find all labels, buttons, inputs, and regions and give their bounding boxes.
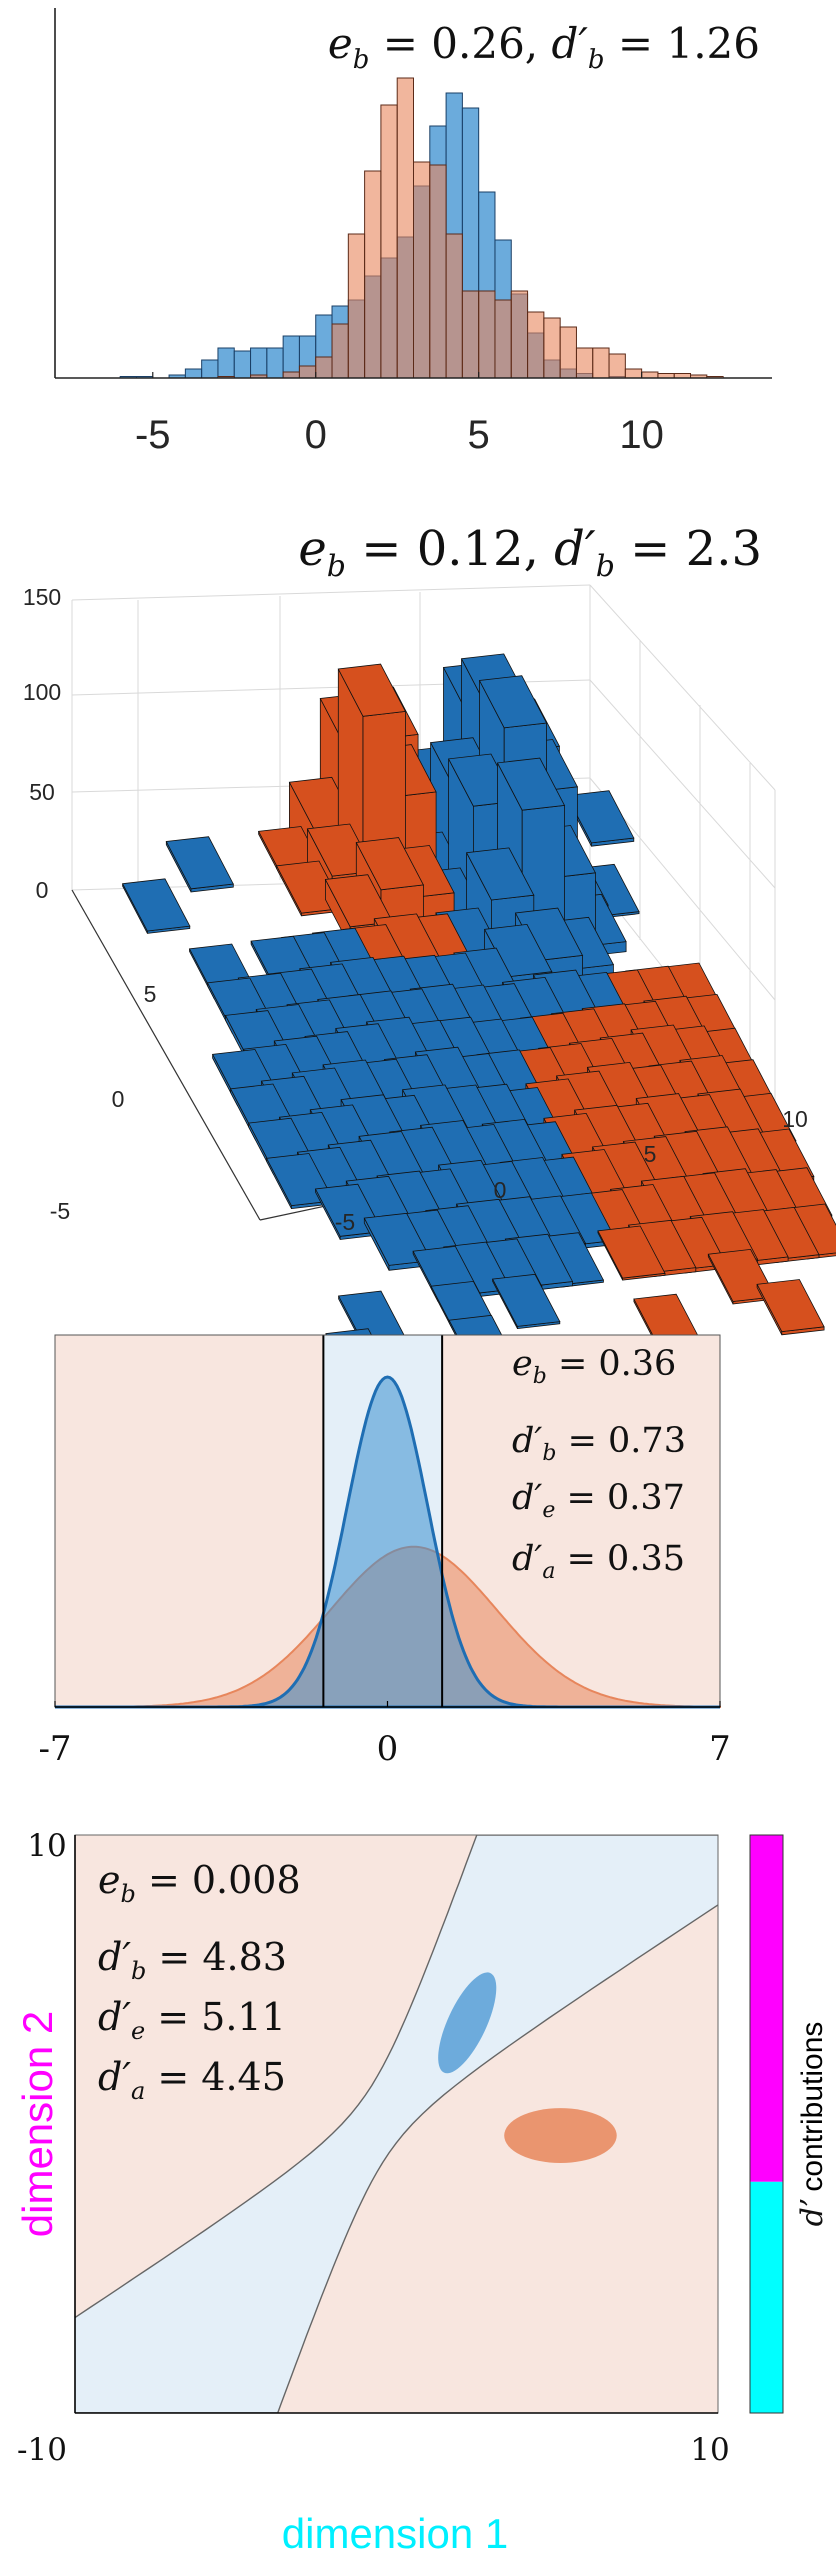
histogram-bar	[461, 290, 480, 379]
histogram-bar	[233, 350, 252, 379]
x-tick-label: 0	[377, 1729, 399, 1769]
annotation-de-2d: d′e = 5.11	[98, 1995, 286, 2045]
annotation-db: d′b = 0.73	[512, 1421, 686, 1466]
histogram-title: eb = 0.26, d′b = 1.26	[328, 19, 760, 75]
histogram-x-ticks: -5 0 5 10	[135, 372, 664, 457]
bar-top	[597, 1225, 666, 1279]
histogram-bar	[592, 347, 610, 379]
x-tick-label: -5	[335, 1209, 355, 1235]
x-tick-label: 5	[644, 1141, 657, 1167]
annotation-de: d′e = 0.37	[512, 1478, 685, 1523]
histogram-bar	[429, 164, 447, 379]
histogram-3d-bar	[597, 1225, 666, 1281]
annotation-da-2d: d′a = 4.45	[98, 2055, 286, 2105]
x-tick-label: -7	[38, 1729, 71, 1769]
bar-top	[165, 836, 234, 890]
histogram-bar	[559, 326, 577, 379]
histogram-bars	[119, 77, 724, 379]
histogram-bar	[543, 317, 561, 379]
histogram-bar	[266, 347, 284, 379]
histogram-bar	[331, 323, 349, 379]
histogram-bar	[201, 359, 219, 379]
histogram-bar	[347, 233, 366, 379]
histogram-3d-bar	[756, 1279, 825, 1336]
z-tick-label: 0	[36, 877, 49, 903]
bar-top	[337, 663, 407, 717]
colorbar-magenta	[750, 1835, 783, 2182]
histogram-bar	[608, 353, 626, 379]
annotation-da: d′a = 0.35	[512, 1539, 685, 1584]
histogram-bar	[282, 371, 300, 379]
histogram-bar	[298, 365, 317, 379]
bar-top	[465, 847, 535, 901]
histogram-bar	[527, 311, 545, 379]
regions-2d-panel: 10 -10 10 dimension 1 dimension 2 eb = 0…	[14, 1828, 830, 2557]
annotation-eb: eb = 0.36	[512, 1344, 676, 1389]
annotation-db-2d: d′b = 4.83	[98, 1935, 287, 1985]
x-tick-label: 0	[305, 413, 327, 457]
ytick-bottom: -10	[17, 2432, 67, 2468]
histogram-bar	[641, 371, 659, 379]
y-tick-label: 5	[144, 981, 157, 1007]
histogram-bar	[624, 368, 643, 379]
gaussian-1d-ticks: -7 0 7	[38, 1701, 731, 1769]
y-axis-label: dimension 2	[14, 2011, 61, 2237]
histogram-bar	[494, 299, 512, 379]
histogram-bar	[396, 77, 415, 379]
annotation-eb-2d: eb = 0.008	[98, 1858, 301, 1908]
bar-top	[483, 923, 553, 978]
histogram-3d-bar	[121, 878, 191, 934]
bar-top	[756, 1279, 825, 1333]
x-axis-label: dimension 1	[282, 2510, 508, 2557]
colorbar-label: d’contributions	[795, 2022, 830, 2227]
histogram-bar	[445, 233, 463, 379]
histogram-3d-bar	[491, 1273, 561, 1330]
gaussian-1d-annotations: eb = 0.36 d′b = 0.73 d′e = 0.37 d′a = 0.…	[512, 1344, 686, 1584]
histogram-bar	[380, 104, 398, 379]
x-tick-label: 0	[494, 1177, 507, 1203]
bar-top	[121, 878, 191, 932]
colorbar-frame	[749, 1834, 784, 2414]
region-blue	[75, 1835, 718, 2413]
histogram-bar	[510, 290, 529, 379]
histogram-3d-bars	[121, 653, 836, 1385]
colorbar-cyan	[750, 2181, 783, 2413]
histogram-bar	[184, 368, 203, 379]
gaussian-1d-panel: -7 0 7 eb = 0.36 d′b = 0.73 d′e = 0.37 d′a…	[38, 1334, 731, 1769]
y-tick-label: 0	[112, 1086, 125, 1112]
histogram-bar	[250, 347, 268, 379]
xtick-right: 10	[690, 2432, 729, 2468]
histogram-bar	[575, 347, 594, 379]
x-tick-label: 10	[619, 413, 664, 457]
ytick-top: 10	[27, 1828, 66, 1864]
y-tick-label: -5	[50, 1198, 70, 1224]
bar-top	[355, 837, 425, 891]
regions-2d-ticks: 10 -10 10	[17, 1828, 730, 2468]
histogram-3d-title: eb = 0.12, d′b = 2.3	[298, 521, 762, 584]
z-tick-label: 100	[23, 679, 61, 705]
bar-top	[496, 757, 566, 811]
histogram-bar	[478, 290, 496, 379]
regions-2d-annotations: eb = 0.008 d′b = 4.83 d′e = 5.11 d′a = 4…	[98, 1858, 301, 2105]
histogram-bar	[315, 356, 333, 379]
bar-top	[478, 675, 548, 729]
histogram-3d-bar	[165, 836, 234, 893]
histogram-bar	[413, 161, 431, 379]
x-tick-label: -5	[135, 413, 171, 457]
histogram-bar	[364, 170, 382, 379]
histogram-panel: -5 0 5 10 eb = 0.26, d′b = 1.26	[54, 8, 772, 457]
blue-ellipse	[438, 1972, 497, 2074]
histogram-bar	[217, 347, 235, 379]
x-tick-label: 5	[468, 413, 490, 457]
z-tick-label: 150	[23, 584, 61, 610]
bar-top	[491, 1273, 561, 1327]
x-tick-label: 10	[782, 1106, 808, 1132]
x-tick-label: 7	[709, 1729, 731, 1769]
orange-ellipse	[504, 2108, 617, 2164]
z-tick-label: 50	[29, 779, 55, 805]
